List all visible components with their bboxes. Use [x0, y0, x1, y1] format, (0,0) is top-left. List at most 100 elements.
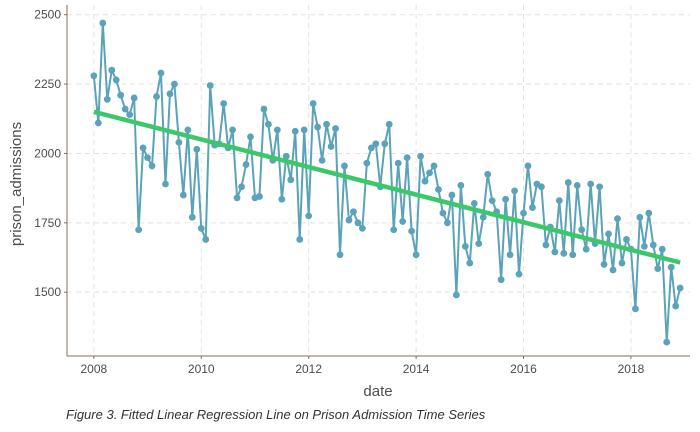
data-point [229, 126, 236, 134]
data-point [247, 133, 254, 141]
data-point [233, 194, 241, 202]
data-point [573, 181, 581, 189]
data-point [305, 212, 313, 220]
data-point [555, 197, 563, 205]
data-point [184, 126, 192, 134]
data-point [623, 236, 630, 243]
data-point [126, 111, 134, 119]
data-point [470, 199, 478, 207]
regression-line [93, 109, 681, 265]
data-point [466, 259, 474, 267]
data-point [385, 120, 393, 128]
data-point [242, 161, 250, 168]
data-point [394, 159, 402, 167]
data-point [658, 245, 666, 253]
figure-caption: Figure 3. Fitted Linear Regression Line … [66, 407, 486, 422]
data-point [475, 240, 483, 248]
data-point [649, 241, 657, 249]
data-point [108, 66, 116, 74]
data-point [439, 209, 447, 217]
data-point [282, 152, 290, 160]
data-point [238, 183, 245, 191]
data-point [135, 226, 143, 234]
data-point [663, 338, 671, 346]
data-point [296, 236, 304, 243]
data-point [618, 259, 626, 267]
data-point [609, 266, 617, 274]
y-tick-label: 1750 [34, 216, 61, 230]
data-point [390, 226, 398, 234]
data-point [529, 204, 536, 211]
data-point [99, 19, 107, 27]
data-point [426, 169, 433, 177]
data-point [179, 191, 187, 199]
data-point [300, 126, 308, 134]
data-point [520, 209, 527, 217]
data-point [417, 152, 424, 160]
data-point [631, 305, 639, 313]
data-point [260, 105, 268, 113]
data-point [220, 100, 228, 107]
data-point [309, 100, 317, 107]
data-point [358, 224, 366, 232]
data-point [166, 90, 174, 98]
data-point [502, 195, 510, 203]
data-point [90, 72, 98, 80]
data-point [171, 80, 178, 88]
data-point [461, 242, 469, 250]
data-point [676, 284, 684, 292]
data-point [506, 251, 514, 259]
data-point [162, 180, 169, 188]
data-point [488, 197, 496, 205]
data-point [399, 218, 407, 225]
data-point [654, 265, 662, 272]
data-point [421, 177, 429, 185]
data-point [121, 105, 129, 113]
data-point [197, 224, 205, 232]
data-point [206, 82, 214, 89]
data-point [318, 156, 326, 164]
x-tick-label: 2012 [295, 362, 322, 376]
data-point [314, 123, 322, 131]
data-point [332, 125, 339, 132]
data-point [117, 91, 125, 99]
data-point [578, 226, 586, 234]
data-point [287, 176, 295, 184]
data-point [144, 154, 151, 162]
data-point [153, 93, 160, 100]
line-chart: 1500 1750 2000 2250 2500 2008 2010 2012 2014 201… [8, 5, 690, 400]
data-point [350, 208, 357, 216]
data-point [175, 138, 183, 146]
data-point [327, 143, 335, 150]
data-point [148, 162, 156, 170]
data-point [354, 219, 362, 227]
data-point [403, 154, 411, 162]
data-point [265, 120, 272, 128]
data-point [278, 195, 286, 203]
x-tick-labels: 2008 2010 2012 2014 2016 2018 [81, 362, 645, 376]
data-point [582, 245, 590, 253]
data-point [202, 236, 210, 243]
data-point [515, 270, 523, 278]
data-point [448, 191, 456, 199]
data-point [452, 291, 460, 299]
data-point [538, 183, 545, 191]
data-point [256, 193, 263, 200]
data-point [605, 230, 612, 238]
data-point [112, 76, 120, 84]
data-point [614, 215, 621, 223]
data-point [345, 216, 353, 224]
x-tick-label: 2010 [188, 362, 215, 376]
y-tick-label: 2500 [34, 8, 61, 22]
data-point [291, 127, 299, 135]
data-point [596, 183, 603, 191]
data-point [560, 249, 568, 257]
data-point [94, 119, 102, 127]
data-point [435, 186, 442, 193]
data-point [336, 251, 344, 259]
data-point [193, 145, 201, 153]
data-point [524, 162, 532, 170]
data-point [479, 213, 487, 221]
data-point [372, 140, 380, 148]
x-tick-label: 2008 [81, 362, 108, 376]
